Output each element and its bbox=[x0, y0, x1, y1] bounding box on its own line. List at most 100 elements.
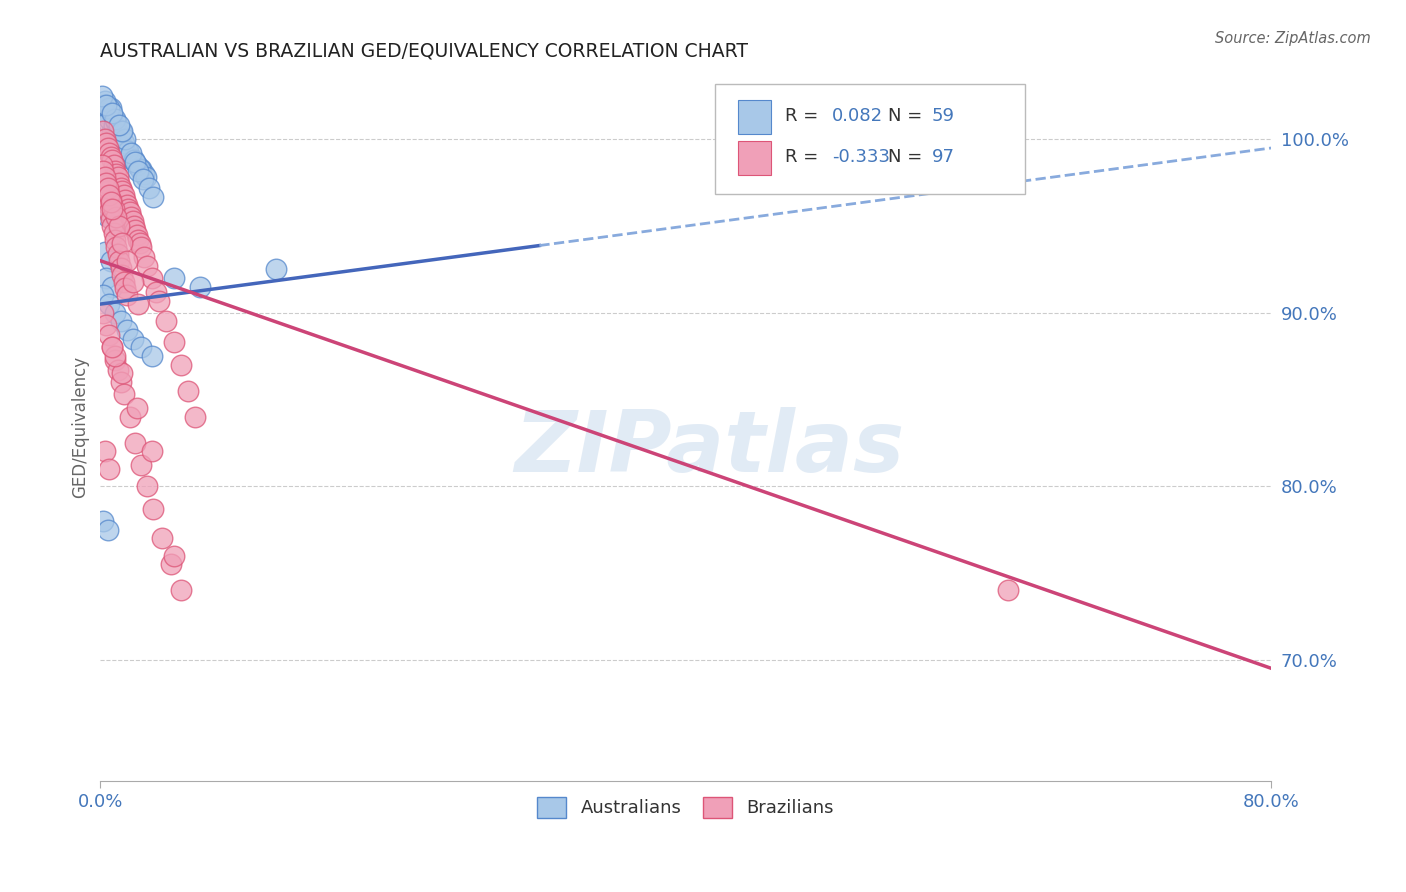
Point bbox=[138, 181, 160, 195]
Point bbox=[91, 288, 114, 302]
Point bbox=[93, 176, 115, 190]
Point bbox=[120, 146, 142, 161]
Point bbox=[101, 106, 124, 120]
Text: N =: N = bbox=[889, 148, 928, 166]
FancyBboxPatch shape bbox=[716, 84, 1025, 194]
Text: ZIPatlas: ZIPatlas bbox=[515, 407, 904, 490]
Point bbox=[101, 123, 124, 137]
Point bbox=[131, 161, 153, 176]
Point bbox=[184, 409, 207, 424]
Point bbox=[100, 253, 122, 268]
Point bbox=[124, 154, 146, 169]
Point bbox=[96, 97, 118, 112]
Point bbox=[103, 119, 125, 133]
Point bbox=[91, 163, 114, 178]
Point bbox=[150, 531, 173, 545]
Legend: Australians, Brazilians: Australians, Brazilians bbox=[530, 789, 841, 825]
Point bbox=[112, 275, 135, 289]
Point bbox=[98, 187, 121, 202]
Point bbox=[91, 123, 114, 137]
Point bbox=[118, 409, 141, 424]
Point bbox=[108, 219, 131, 233]
Point bbox=[128, 161, 150, 176]
Point bbox=[110, 260, 132, 275]
Point bbox=[107, 136, 129, 150]
Point bbox=[98, 112, 121, 126]
Point bbox=[125, 227, 148, 242]
Point bbox=[136, 259, 159, 273]
Point bbox=[93, 170, 115, 185]
Text: R =: R = bbox=[785, 107, 824, 125]
Point bbox=[105, 211, 128, 225]
Point bbox=[97, 211, 120, 225]
Point bbox=[111, 139, 134, 153]
Point bbox=[112, 387, 135, 401]
Point bbox=[98, 146, 121, 161]
Point bbox=[107, 170, 129, 185]
Point bbox=[100, 193, 122, 207]
Point bbox=[91, 514, 114, 528]
Point bbox=[131, 240, 153, 254]
Point bbox=[132, 172, 155, 186]
Point bbox=[108, 127, 131, 141]
Point bbox=[128, 236, 150, 251]
Point bbox=[111, 367, 134, 381]
Point bbox=[93, 189, 115, 203]
Y-axis label: GED/Equivalency: GED/Equivalency bbox=[72, 356, 89, 499]
Point bbox=[141, 271, 163, 285]
Point bbox=[145, 285, 167, 299]
Point bbox=[110, 375, 132, 389]
Point bbox=[127, 233, 149, 247]
Point bbox=[114, 193, 136, 207]
Point bbox=[121, 332, 143, 346]
Point bbox=[90, 89, 112, 103]
Point bbox=[115, 145, 138, 159]
Point bbox=[108, 253, 131, 268]
Point bbox=[101, 341, 124, 355]
Point bbox=[98, 328, 121, 343]
Point bbox=[997, 583, 1019, 598]
Point bbox=[121, 275, 143, 289]
Text: N =: N = bbox=[889, 107, 928, 125]
Point bbox=[112, 136, 135, 150]
Point bbox=[91, 185, 114, 199]
Point bbox=[115, 288, 138, 302]
Point bbox=[120, 211, 142, 225]
Point bbox=[93, 132, 115, 146]
Point bbox=[91, 202, 114, 216]
Point bbox=[117, 202, 139, 216]
Point bbox=[98, 205, 121, 219]
Text: -0.333: -0.333 bbox=[832, 148, 890, 166]
Point bbox=[125, 401, 148, 416]
Point bbox=[104, 163, 127, 178]
Point bbox=[98, 462, 121, 476]
Point bbox=[96, 193, 118, 207]
Point bbox=[104, 233, 127, 247]
Point bbox=[101, 219, 124, 233]
Point bbox=[121, 214, 143, 228]
Point bbox=[105, 240, 128, 254]
Point bbox=[125, 158, 148, 172]
Point bbox=[104, 112, 127, 126]
Point bbox=[90, 158, 112, 172]
Point bbox=[114, 132, 136, 146]
Point bbox=[131, 458, 153, 473]
Point bbox=[162, 271, 184, 285]
Point bbox=[142, 501, 165, 516]
Point bbox=[103, 202, 125, 216]
Point bbox=[111, 268, 134, 282]
Point bbox=[108, 176, 131, 190]
Point bbox=[98, 297, 121, 311]
Point bbox=[97, 198, 120, 212]
Point bbox=[141, 444, 163, 458]
Point bbox=[101, 202, 124, 216]
Point bbox=[93, 444, 115, 458]
Point bbox=[100, 194, 122, 209]
Point bbox=[96, 271, 118, 285]
Point bbox=[118, 205, 141, 219]
Point bbox=[115, 323, 138, 337]
Point bbox=[110, 181, 132, 195]
Text: 0.082: 0.082 bbox=[832, 107, 883, 125]
Point bbox=[107, 363, 129, 377]
Point bbox=[97, 181, 120, 195]
